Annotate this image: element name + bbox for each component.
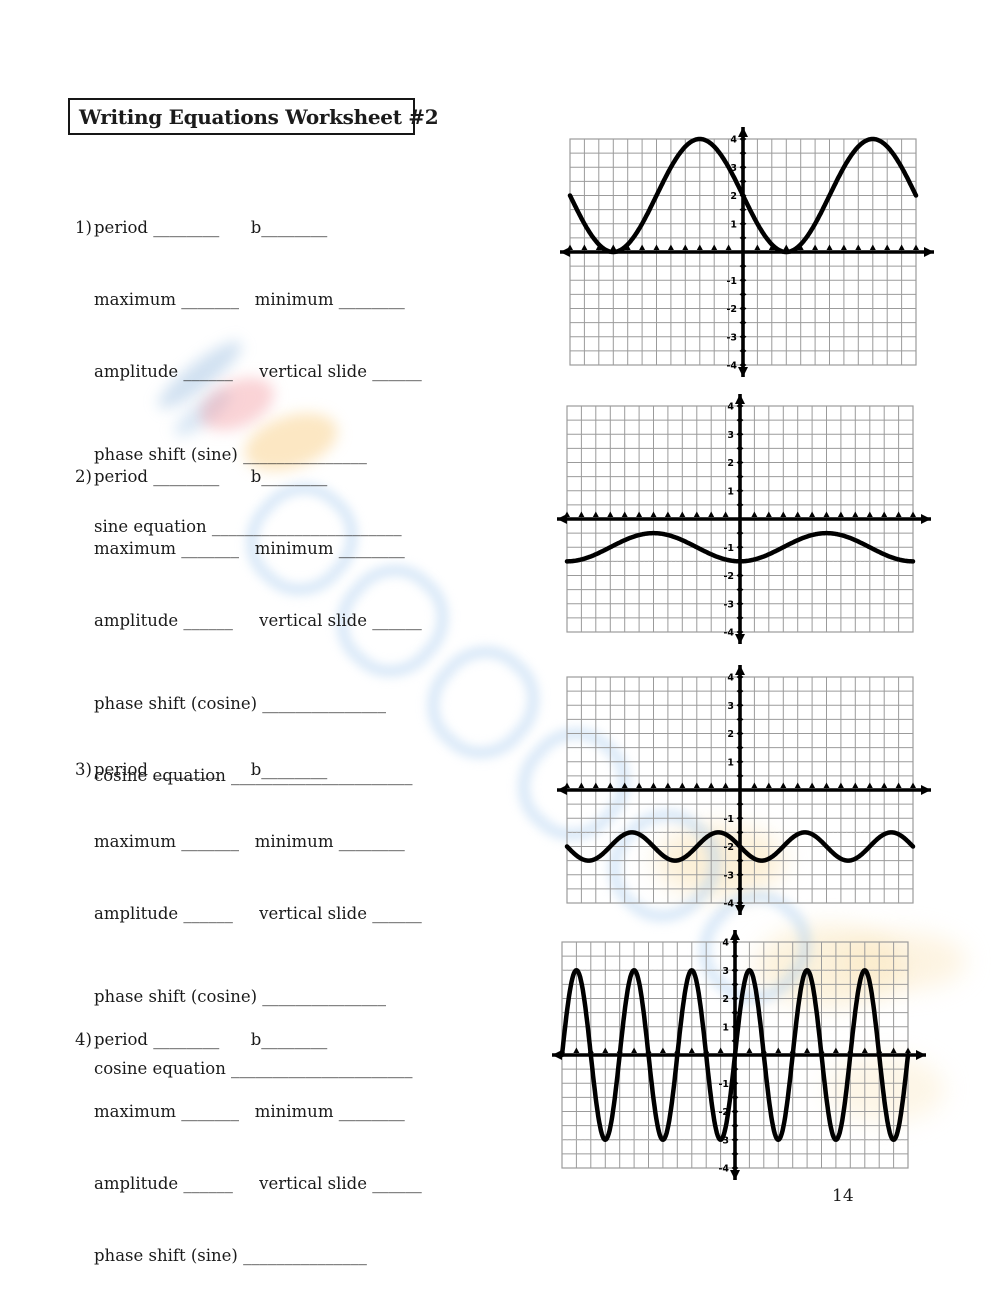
svg-text:-2: -2	[718, 1107, 729, 1118]
worksheet-title: Writing Equations Worksheet #2	[79, 104, 439, 129]
problem-line-amplitude: amplitude ______ vertical slide ______	[94, 362, 422, 381]
svg-text:-3: -3	[726, 332, 737, 343]
problem-line-amplitude: amplitude ______ vertical slide ______	[94, 1174, 422, 1193]
problem-line-phase-shift: phase shift (cosine) _______________	[94, 694, 387, 713]
svg-text:3: 3	[722, 966, 729, 977]
svg-text:1: 1	[730, 219, 737, 230]
svg-text:3: 3	[727, 701, 734, 712]
svg-text:-1: -1	[718, 1079, 729, 1090]
svg-text:1: 1	[727, 486, 734, 497]
problem-1: 1) period ________ b________ maximum ____…	[75, 173, 495, 582]
problem-line-max-min: maximum _______ minimum ________	[94, 1102, 405, 1121]
problem-line-period: 4) period ________ b________	[75, 1023, 495, 1057]
problem-3: 3) period ________ b________ maximum ____…	[75, 715, 495, 1124]
svg-text:4: 4	[727, 673, 734, 684]
svg-text:3: 3	[730, 163, 737, 174]
svg-text:-3: -3	[718, 1135, 729, 1146]
svg-text:-4: -4	[723, 628, 734, 639]
problem-line-max-min: maximum _______ minimum ________	[94, 290, 405, 309]
svg-text:-1: -1	[723, 543, 734, 554]
svg-text:-2: -2	[723, 842, 734, 853]
graph-4-sine-wave: 4 3 2 1 -1 -2 -3 -4	[548, 926, 930, 1184]
problem-line-max-min: maximum _______ minimum ________	[94, 832, 405, 851]
svg-text:2: 2	[730, 191, 737, 202]
problem-2: 2) period ________ b________ maximum ____…	[75, 422, 495, 831]
problem-line-amplitude: amplitude ______ vertical slide ______	[94, 904, 422, 923]
graph-3-sine-wave: 4 3 2 1 -1 -2 -3 -4	[553, 661, 935, 919]
svg-text:4: 4	[727, 402, 734, 413]
problem-line-equation: cosine equation ______________________	[94, 1059, 413, 1078]
svg-text:-2: -2	[726, 304, 737, 315]
svg-text:-4: -4	[723, 899, 734, 910]
problem-number: 2)	[75, 467, 92, 486]
problem-number: 3)	[75, 760, 92, 779]
svg-text:2: 2	[722, 994, 729, 1005]
svg-text:-3: -3	[723, 599, 734, 610]
svg-text:4: 4	[722, 938, 729, 949]
svg-text:-2: -2	[723, 571, 734, 582]
problem-line-amplitude: amplitude ______ vertical slide ______	[94, 611, 422, 630]
worksheet-title-box: Writing Equations Worksheet #2	[68, 98, 439, 135]
problem-number: 1)	[75, 218, 92, 237]
graph-1-sine-wave: 4 3 2 1 -1 -2 -3 -4	[556, 123, 938, 381]
svg-text:1: 1	[722, 1022, 729, 1033]
svg-text:-4: -4	[718, 1164, 729, 1175]
problem-line-period: 3) period ________ b________	[75, 753, 495, 787]
problem-line-period: 2) period ________ b________	[75, 460, 495, 494]
problem-line-equation: cosine equation ______________________	[94, 766, 413, 785]
problem-line-equation: sine equation _______________________	[94, 517, 402, 536]
svg-text:2: 2	[727, 458, 734, 469]
problem-4: 4) period ________ b________ maximum ____…	[75, 985, 495, 1294]
problem-line-phase-shift: phase shift (sine) _______________	[94, 1246, 367, 1265]
svg-text:4: 4	[730, 135, 737, 146]
svg-text:-1: -1	[726, 276, 737, 287]
svg-text:2: 2	[727, 729, 734, 740]
svg-text:-4: -4	[726, 361, 737, 372]
problem-line-phase-shift: phase shift (sine) _______________	[94, 445, 367, 464]
problem-line-period: 1) period ________ b________	[75, 211, 495, 245]
svg-text:1: 1	[727, 757, 734, 768]
page-number: 14	[832, 1186, 854, 1206]
svg-text:-3: -3	[723, 870, 734, 881]
problem-line-phase-shift: phase shift (cosine) _______________	[94, 987, 387, 1006]
svg-text:-1: -1	[723, 814, 734, 825]
svg-text:3: 3	[727, 430, 734, 441]
problem-line-max-min: maximum _______ minimum ________	[94, 539, 405, 558]
graph-2-cosine-wave: 4 3 2 1 -1 -2 -3 -4	[553, 390, 935, 648]
problem-number: 4)	[75, 1030, 92, 1049]
